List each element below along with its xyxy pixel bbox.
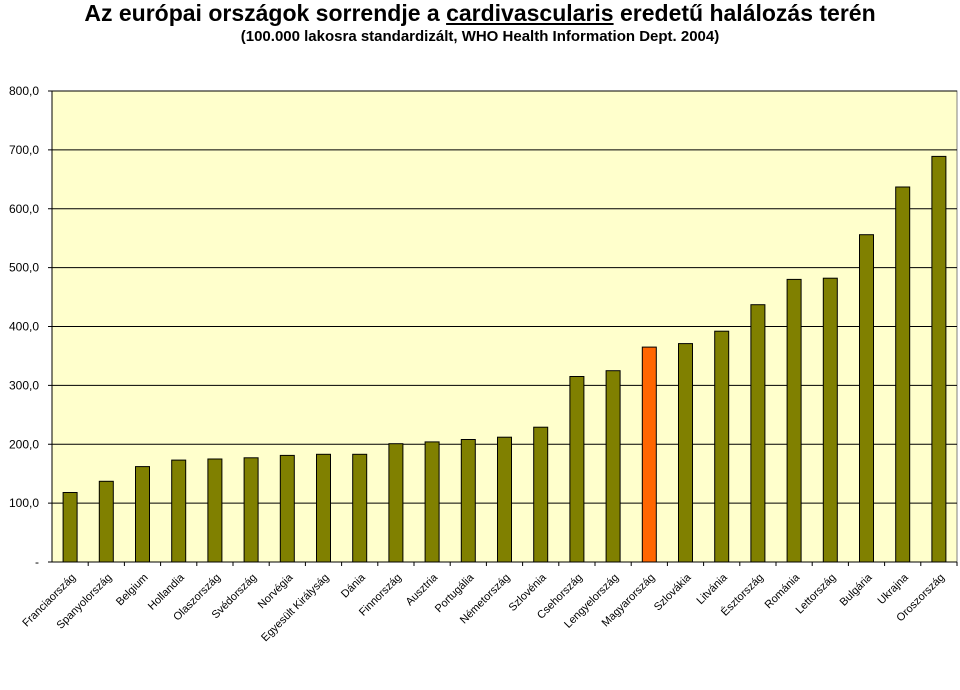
bar (135, 466, 150, 563)
title-block: Az európai országok sorrendje a cardivas… (0, 0, 960, 46)
x-category-label: Litvánia (695, 571, 731, 607)
bar (569, 376, 585, 563)
bar (98, 480, 114, 563)
bar (243, 457, 259, 563)
bar (859, 234, 874, 563)
bar (279, 454, 295, 563)
y-tick-label: - (35, 555, 39, 569)
x-category-label: Dánia (339, 571, 368, 600)
x-category-label: Egyesült Királyság (259, 572, 331, 644)
x-category-label: Belgium (114, 572, 151, 609)
bar (678, 343, 693, 563)
title-text-underlined: cardivascularis (446, 0, 614, 26)
bar (895, 186, 911, 563)
bar (352, 453, 368, 563)
bar (605, 370, 621, 563)
bar (750, 304, 766, 563)
chart-title: Az európai országok sorrendje a cardivas… (0, 0, 960, 26)
x-category-label: Bulgária (838, 571, 876, 609)
chart-subtitle: (100.000 lakosra standardizált, WHO Heal… (240, 28, 720, 45)
y-tick-label: 400,0 (9, 320, 39, 334)
bar (388, 443, 404, 563)
bar (62, 492, 78, 563)
y-axis: - 100,0 200,0 300,0 400,0 500,0 600,0 700,0 800,… (9, 84, 957, 569)
bar (786, 278, 802, 563)
bar (714, 330, 730, 563)
title-text-end: eredetű halálozás terén (613, 0, 876, 26)
bar (533, 426, 549, 563)
y-tick-label: 300,0 (9, 378, 39, 392)
title-text-start: Az európai országok sorrendje a (84, 0, 447, 26)
bar (931, 155, 947, 563)
x-category-label: Ausztria (404, 571, 441, 608)
bar (822, 277, 838, 563)
y-tick-label: 800,0 (9, 84, 39, 98)
bar (207, 458, 223, 563)
bar (641, 346, 657, 563)
bar (424, 441, 440, 563)
bars (62, 155, 947, 563)
y-tick-label: 100,0 (9, 496, 39, 510)
y-tick-label: 600,0 (9, 202, 39, 216)
y-tick-label: 500,0 (9, 261, 39, 275)
bar (460, 439, 476, 563)
y-tick-label: 700,0 (9, 143, 39, 157)
bar (171, 459, 187, 563)
bar (497, 436, 512, 563)
bar (316, 453, 331, 563)
x-category-label: Szlovákia (652, 571, 694, 613)
x-category-label: Ukrajna (876, 571, 912, 607)
y-tick-label: 200,0 (9, 437, 39, 451)
